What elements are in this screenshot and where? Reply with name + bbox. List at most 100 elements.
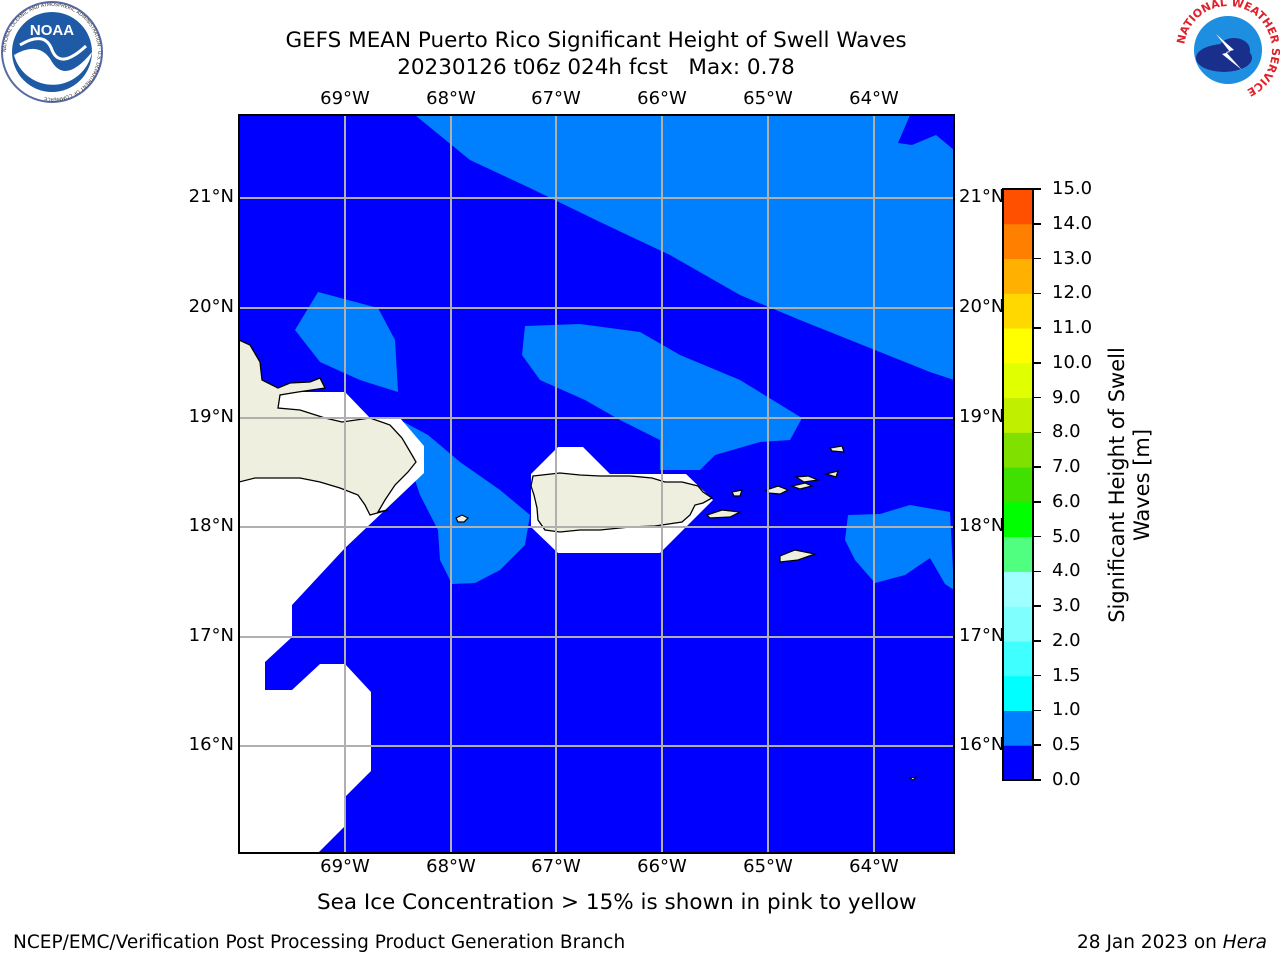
colorbar-tick-label: 8.0 xyxy=(1052,421,1081,443)
nodata-ne-corner xyxy=(898,115,954,150)
colorbar-segment xyxy=(1003,675,1033,711)
colorbar-tick-mark xyxy=(1033,362,1041,364)
land-small-islet xyxy=(908,776,918,781)
footer-machine: Hera xyxy=(1222,932,1267,953)
colorbar-tick-mark xyxy=(1033,570,1041,573)
lon-label: 65°W xyxy=(743,88,793,109)
colorbar-tick-label: 4.0 xyxy=(1052,560,1081,582)
lon-label: 69°W xyxy=(320,88,370,109)
colorbar-segment xyxy=(1003,606,1033,642)
colorbar-tick-label: 0.5 xyxy=(1052,734,1081,756)
colorbar-segment xyxy=(1003,467,1033,503)
colorbar-segment xyxy=(1003,258,1033,294)
footer-left: NCEP/EMC/Verification Post Processing Pr… xyxy=(13,932,626,953)
lat-label: 18°N xyxy=(188,515,234,536)
colorbar-label-line-1: Significant Height of Swell xyxy=(1105,347,1129,623)
lon-label: 64°W xyxy=(849,856,899,877)
colorbar-tick-label: 11.0 xyxy=(1052,317,1093,339)
land-st-croix xyxy=(779,549,818,563)
colorbar-segment xyxy=(1003,536,1033,572)
land-virgin-gorda xyxy=(823,470,839,478)
lat-label: 19°N xyxy=(188,406,234,427)
colorbar-segment xyxy=(1003,745,1033,781)
colorbar xyxy=(1002,188,1034,781)
colorbar-tick-label: 14.0 xyxy=(1052,212,1093,234)
title-line-1: GEFS MEAN Puerto Rico Significant Height… xyxy=(285,28,907,53)
footer-date: 28 Jan 2023 on xyxy=(1077,932,1223,953)
colorbar-tick-mark xyxy=(1033,535,1041,538)
lon-label: 65°W xyxy=(743,856,793,877)
colorbar-segment xyxy=(1003,397,1033,433)
land-hispaniola xyxy=(239,339,417,516)
land-st-john xyxy=(789,482,814,490)
lat-label: 16°N xyxy=(959,734,1005,755)
colorbar-tick-mark xyxy=(1033,674,1041,677)
colorbar-segment xyxy=(1003,328,1033,364)
lon-label: 66°W xyxy=(637,88,687,109)
colorbar-tick-label: 0.0 xyxy=(1052,769,1081,790)
footer-right: 28 Jan 2023 on Hera xyxy=(1077,932,1267,953)
colorbar-tick-mark xyxy=(1033,292,1041,295)
sea-ice-note: Sea Ice Concentration > 15% is shown in … xyxy=(317,890,917,915)
land-puerto-rico xyxy=(530,472,714,533)
swell-band-0.5-1.0-west xyxy=(295,292,398,392)
colorbar-tick-label: 5.0 xyxy=(1052,525,1081,547)
colorbar-frame xyxy=(1002,188,1034,781)
colorbar-tick-label: 1.0 xyxy=(1052,699,1081,721)
colorbar-tick-mark xyxy=(1033,396,1041,399)
lat-label: 21°N xyxy=(959,186,1005,207)
colorbar-tick-mark xyxy=(1033,605,1041,607)
noaa-logo: NOAA NATIONAL OCEANIC AND ATMOSPHERIC AD… xyxy=(1,1,103,103)
colorbar-tick-mark xyxy=(1033,709,1041,712)
colorbar-tick-label: 10.0 xyxy=(1052,351,1093,373)
colorbar-tick-label: 15.0 xyxy=(1052,178,1093,199)
colorbar-segment xyxy=(1003,432,1033,468)
colorbar-tick-mark xyxy=(1033,779,1041,781)
chart-title: GEFS MEAN Puerto Rico Significant Height… xyxy=(0,27,1192,81)
lon-label: 67°W xyxy=(531,88,581,109)
lon-label: 64°W xyxy=(849,88,899,109)
colorbar-tick-mark xyxy=(1033,640,1041,642)
lat-label: 17°N xyxy=(959,625,1005,646)
colorbar-tick-label: 13.0 xyxy=(1052,247,1093,269)
colorbar-tick-mark xyxy=(1033,223,1041,225)
lon-label: 68°W xyxy=(426,88,476,109)
lat-label: 20°N xyxy=(959,296,1005,317)
colorbar-tick-mark xyxy=(1033,257,1041,260)
lat-label: 19°N xyxy=(959,406,1005,427)
land-tortola xyxy=(794,475,821,483)
colorbar-tick-label: 1.5 xyxy=(1052,664,1081,686)
colorbar-tick-label: 12.0 xyxy=(1052,282,1093,304)
colorbar-segment xyxy=(1003,571,1033,607)
colorbar-tick-label: 6.0 xyxy=(1052,490,1081,512)
lat-label: 21°N xyxy=(188,186,234,207)
land-mona-island xyxy=(455,514,470,523)
colorbar-segment xyxy=(1003,189,1033,225)
colorbar-tick-label: 7.0 xyxy=(1052,456,1081,478)
colorbar-tick-label: 2.0 xyxy=(1052,629,1081,651)
colorbar-segment xyxy=(1003,710,1033,746)
colorbar-segment xyxy=(1003,501,1033,538)
lat-label: 17°N xyxy=(188,625,234,646)
colorbar-segment xyxy=(1003,640,1033,677)
colorbar-segment xyxy=(1003,362,1033,399)
land-vieques xyxy=(705,509,743,519)
colorbar-tick-mark xyxy=(1033,744,1041,746)
colorbar-tick-label: 3.0 xyxy=(1052,595,1081,617)
title-line-2: 20230126 t06z 024h fcst Max: 0.78 xyxy=(397,55,795,80)
lat-label: 20°N xyxy=(188,296,234,317)
land-culebra xyxy=(731,489,743,497)
lon-label: 66°W xyxy=(637,856,687,877)
graticule xyxy=(239,115,954,853)
land-anegada xyxy=(828,445,845,453)
colorbar-segment xyxy=(1003,293,1033,329)
swell-band-0.5-1.0-mona xyxy=(400,420,530,584)
noaa-logo-text: NOAA xyxy=(30,22,74,39)
colorbar-tick-mark xyxy=(1033,501,1041,503)
colorbar-segment xyxy=(1003,223,1033,260)
colorbar-tick-label: 9.0 xyxy=(1052,386,1081,408)
lat-label: 16°N xyxy=(188,734,234,755)
colorbar-label-line-2: Waves [m] xyxy=(1130,428,1154,542)
